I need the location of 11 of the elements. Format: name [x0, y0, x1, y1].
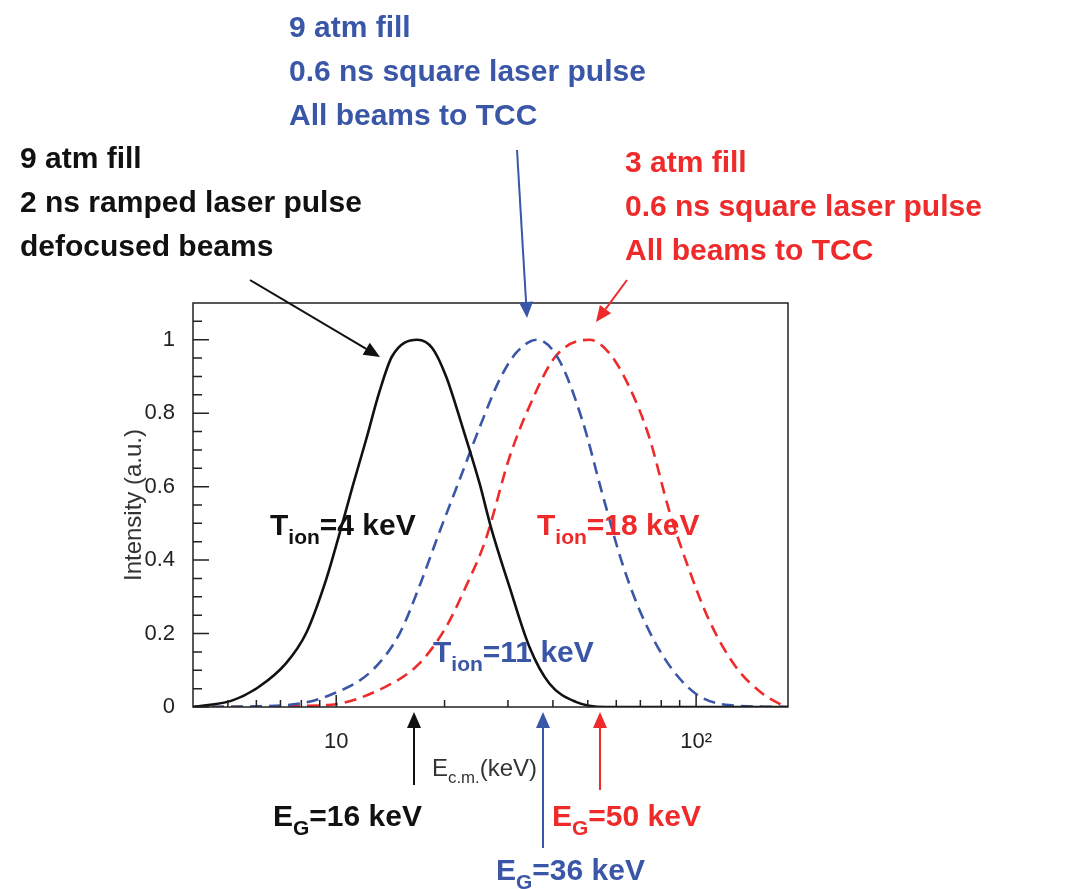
text: 9 atm fill 2 ns ramped laser pulse defocused beams	[20, 141, 362, 262]
x-tick-label: 10	[323, 728, 349, 754]
text: 3 atm fill 0.6 ns square laser pulse All beams to TCC	[625, 145, 982, 266]
y-tick-label: 0.4	[144, 546, 175, 572]
y-tick-label: 0.8	[144, 399, 175, 425]
text: 9 atm fill 0.6 ns square laser pulse All beams to TCC	[289, 10, 646, 131]
y-tick-label: 0	[162, 693, 175, 719]
y-axis-title: Intensity (a.u.)	[119, 428, 146, 582]
y-tick-label: 1	[162, 325, 175, 351]
y-tick-label: 0.2	[144, 619, 175, 645]
x-tick-label: 10²	[680, 728, 713, 754]
